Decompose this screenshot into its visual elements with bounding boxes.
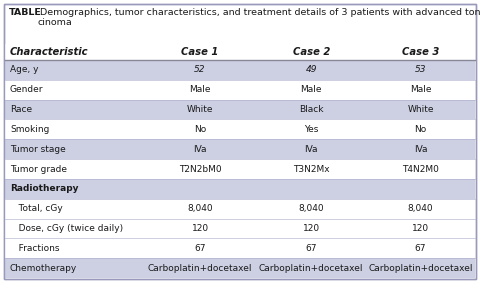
Text: 120: 120 [192,224,209,233]
Text: Dose, cGy (twice daily): Dose, cGy (twice daily) [10,224,123,233]
Text: Fractions: Fractions [10,244,60,253]
Bar [5,238,475,258]
Text: 120: 120 [412,224,429,233]
Bar [5,199,475,218]
Bar [5,100,475,119]
Text: 53: 53 [415,65,426,74]
Text: Characteristic: Characteristic [10,47,88,57]
Text: Male: Male [189,85,211,94]
Text: Male: Male [300,85,322,94]
Text: Yes: Yes [304,125,318,134]
Text: White: White [407,105,434,114]
Text: Age, y: Age, y [10,65,38,74]
Text: Case 2: Case 2 [292,47,330,57]
Text: 8,040: 8,040 [187,204,213,213]
Text: Radiotherapy: Radiotherapy [10,184,79,193]
Text: Case 1: Case 1 [181,47,219,57]
Bar [5,218,475,238]
Text: IVa: IVa [193,145,207,154]
Bar [5,80,475,100]
Text: T2N2bM0: T2N2bM0 [179,164,221,173]
Bar [5,258,475,278]
Text: 49: 49 [305,65,317,74]
Text: Race: Race [10,105,32,114]
Text: Total, cGy: Total, cGy [10,204,63,213]
Text: Carboplatin+docetaxel: Carboplatin+docetaxel [259,263,363,273]
Text: Male: Male [410,85,431,94]
Text: Carboplatin+docetaxel: Carboplatin+docetaxel [368,263,473,273]
Text: IVa: IVa [414,145,427,154]
Text: Gender: Gender [10,85,44,94]
Text: White: White [187,105,213,114]
Text: No: No [414,125,427,134]
Text: 120: 120 [303,224,320,233]
Bar [5,119,475,139]
Text: Case 3: Case 3 [402,47,439,57]
Text: Black: Black [299,105,324,114]
Bar [5,60,475,80]
Bar [5,44,475,60]
Bar [5,179,475,199]
Text: T4N2M0: T4N2M0 [402,164,439,173]
Text: 67: 67 [305,244,317,253]
Text: Chemotherapy: Chemotherapy [10,263,77,273]
Text: Demographics, tumor characteristics, and treatment details of 3 patients with ad: Demographics, tumor characteristics, and… [37,8,480,27]
Text: Carboplatin+docetaxel: Carboplatin+docetaxel [148,263,252,273]
Text: 52: 52 [194,65,206,74]
Text: IVa: IVa [304,145,318,154]
Text: Smoking: Smoking [10,125,49,134]
Text: TABLE: TABLE [9,8,42,17]
Text: 67: 67 [194,244,206,253]
Bar [5,159,475,179]
Text: 8,040: 8,040 [299,204,324,213]
Text: T3N2Mx: T3N2Mx [293,164,329,173]
Text: No: No [194,125,206,134]
Bar [5,139,475,159]
Text: 8,040: 8,040 [408,204,433,213]
Text: 67: 67 [415,244,426,253]
Text: Tumor grade: Tumor grade [10,164,67,173]
Text: Tumor stage: Tumor stage [10,145,66,154]
